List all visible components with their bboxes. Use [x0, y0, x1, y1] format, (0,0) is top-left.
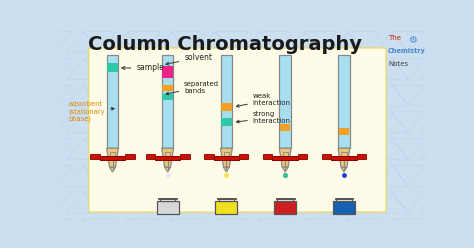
FancyBboxPatch shape	[89, 48, 386, 212]
Bar	[283, 152, 288, 160]
Bar	[125, 154, 135, 159]
Polygon shape	[279, 148, 291, 167]
Bar	[280, 124, 290, 131]
Bar	[263, 154, 272, 159]
Bar	[110, 152, 115, 160]
Bar	[215, 201, 237, 214]
Bar	[331, 156, 357, 160]
Text: adsorbent
(stationary
phase): adsorbent (stationary phase)	[68, 101, 114, 122]
Bar	[221, 103, 231, 111]
Polygon shape	[162, 148, 173, 167]
Bar	[162, 55, 173, 148]
Polygon shape	[109, 167, 116, 172]
Bar	[219, 199, 234, 201]
Bar	[158, 198, 177, 199]
Bar	[156, 201, 179, 214]
Polygon shape	[338, 148, 350, 167]
Bar	[224, 152, 229, 160]
Bar	[163, 85, 173, 91]
Bar	[339, 127, 349, 135]
Bar	[336, 199, 352, 201]
Bar	[298, 154, 307, 159]
Text: sample: sample	[122, 63, 164, 72]
Bar	[357, 154, 366, 159]
Text: ⚙: ⚙	[408, 34, 417, 45]
Text: solvent: solvent	[166, 53, 212, 65]
Bar	[107, 55, 118, 148]
Bar	[335, 198, 353, 199]
Polygon shape	[341, 167, 347, 172]
Polygon shape	[282, 167, 288, 172]
Polygon shape	[164, 167, 171, 172]
Bar	[155, 156, 181, 160]
Bar	[213, 156, 239, 160]
Text: Column Chromatography: Column Chromatography	[88, 34, 362, 54]
Bar	[100, 156, 125, 160]
Bar	[160, 199, 175, 201]
Bar	[239, 154, 248, 159]
Polygon shape	[107, 148, 118, 167]
Bar	[181, 154, 190, 159]
Bar	[217, 198, 236, 199]
Bar	[276, 198, 294, 199]
Bar	[322, 154, 331, 159]
Bar	[91, 154, 100, 159]
Bar	[220, 55, 232, 148]
Bar	[277, 199, 293, 201]
Text: Chemistry: Chemistry	[388, 48, 426, 54]
Bar	[146, 154, 155, 159]
Bar	[279, 55, 291, 148]
Bar	[108, 62, 118, 72]
Bar	[165, 152, 170, 160]
Bar	[221, 118, 231, 126]
Bar	[163, 66, 173, 77]
Bar	[338, 55, 350, 148]
Text: weak
interaction: weak interaction	[237, 93, 291, 107]
Bar	[272, 156, 298, 160]
Bar	[341, 152, 346, 160]
Text: The: The	[388, 34, 401, 40]
Polygon shape	[223, 167, 229, 172]
Text: Notes: Notes	[388, 61, 408, 67]
Polygon shape	[220, 148, 232, 167]
Bar	[274, 201, 296, 214]
Bar	[204, 154, 213, 159]
Text: separated
bands: separated bands	[166, 81, 219, 95]
Text: strong
interaction: strong interaction	[237, 111, 291, 124]
Bar	[163, 94, 173, 100]
Bar	[333, 201, 355, 214]
